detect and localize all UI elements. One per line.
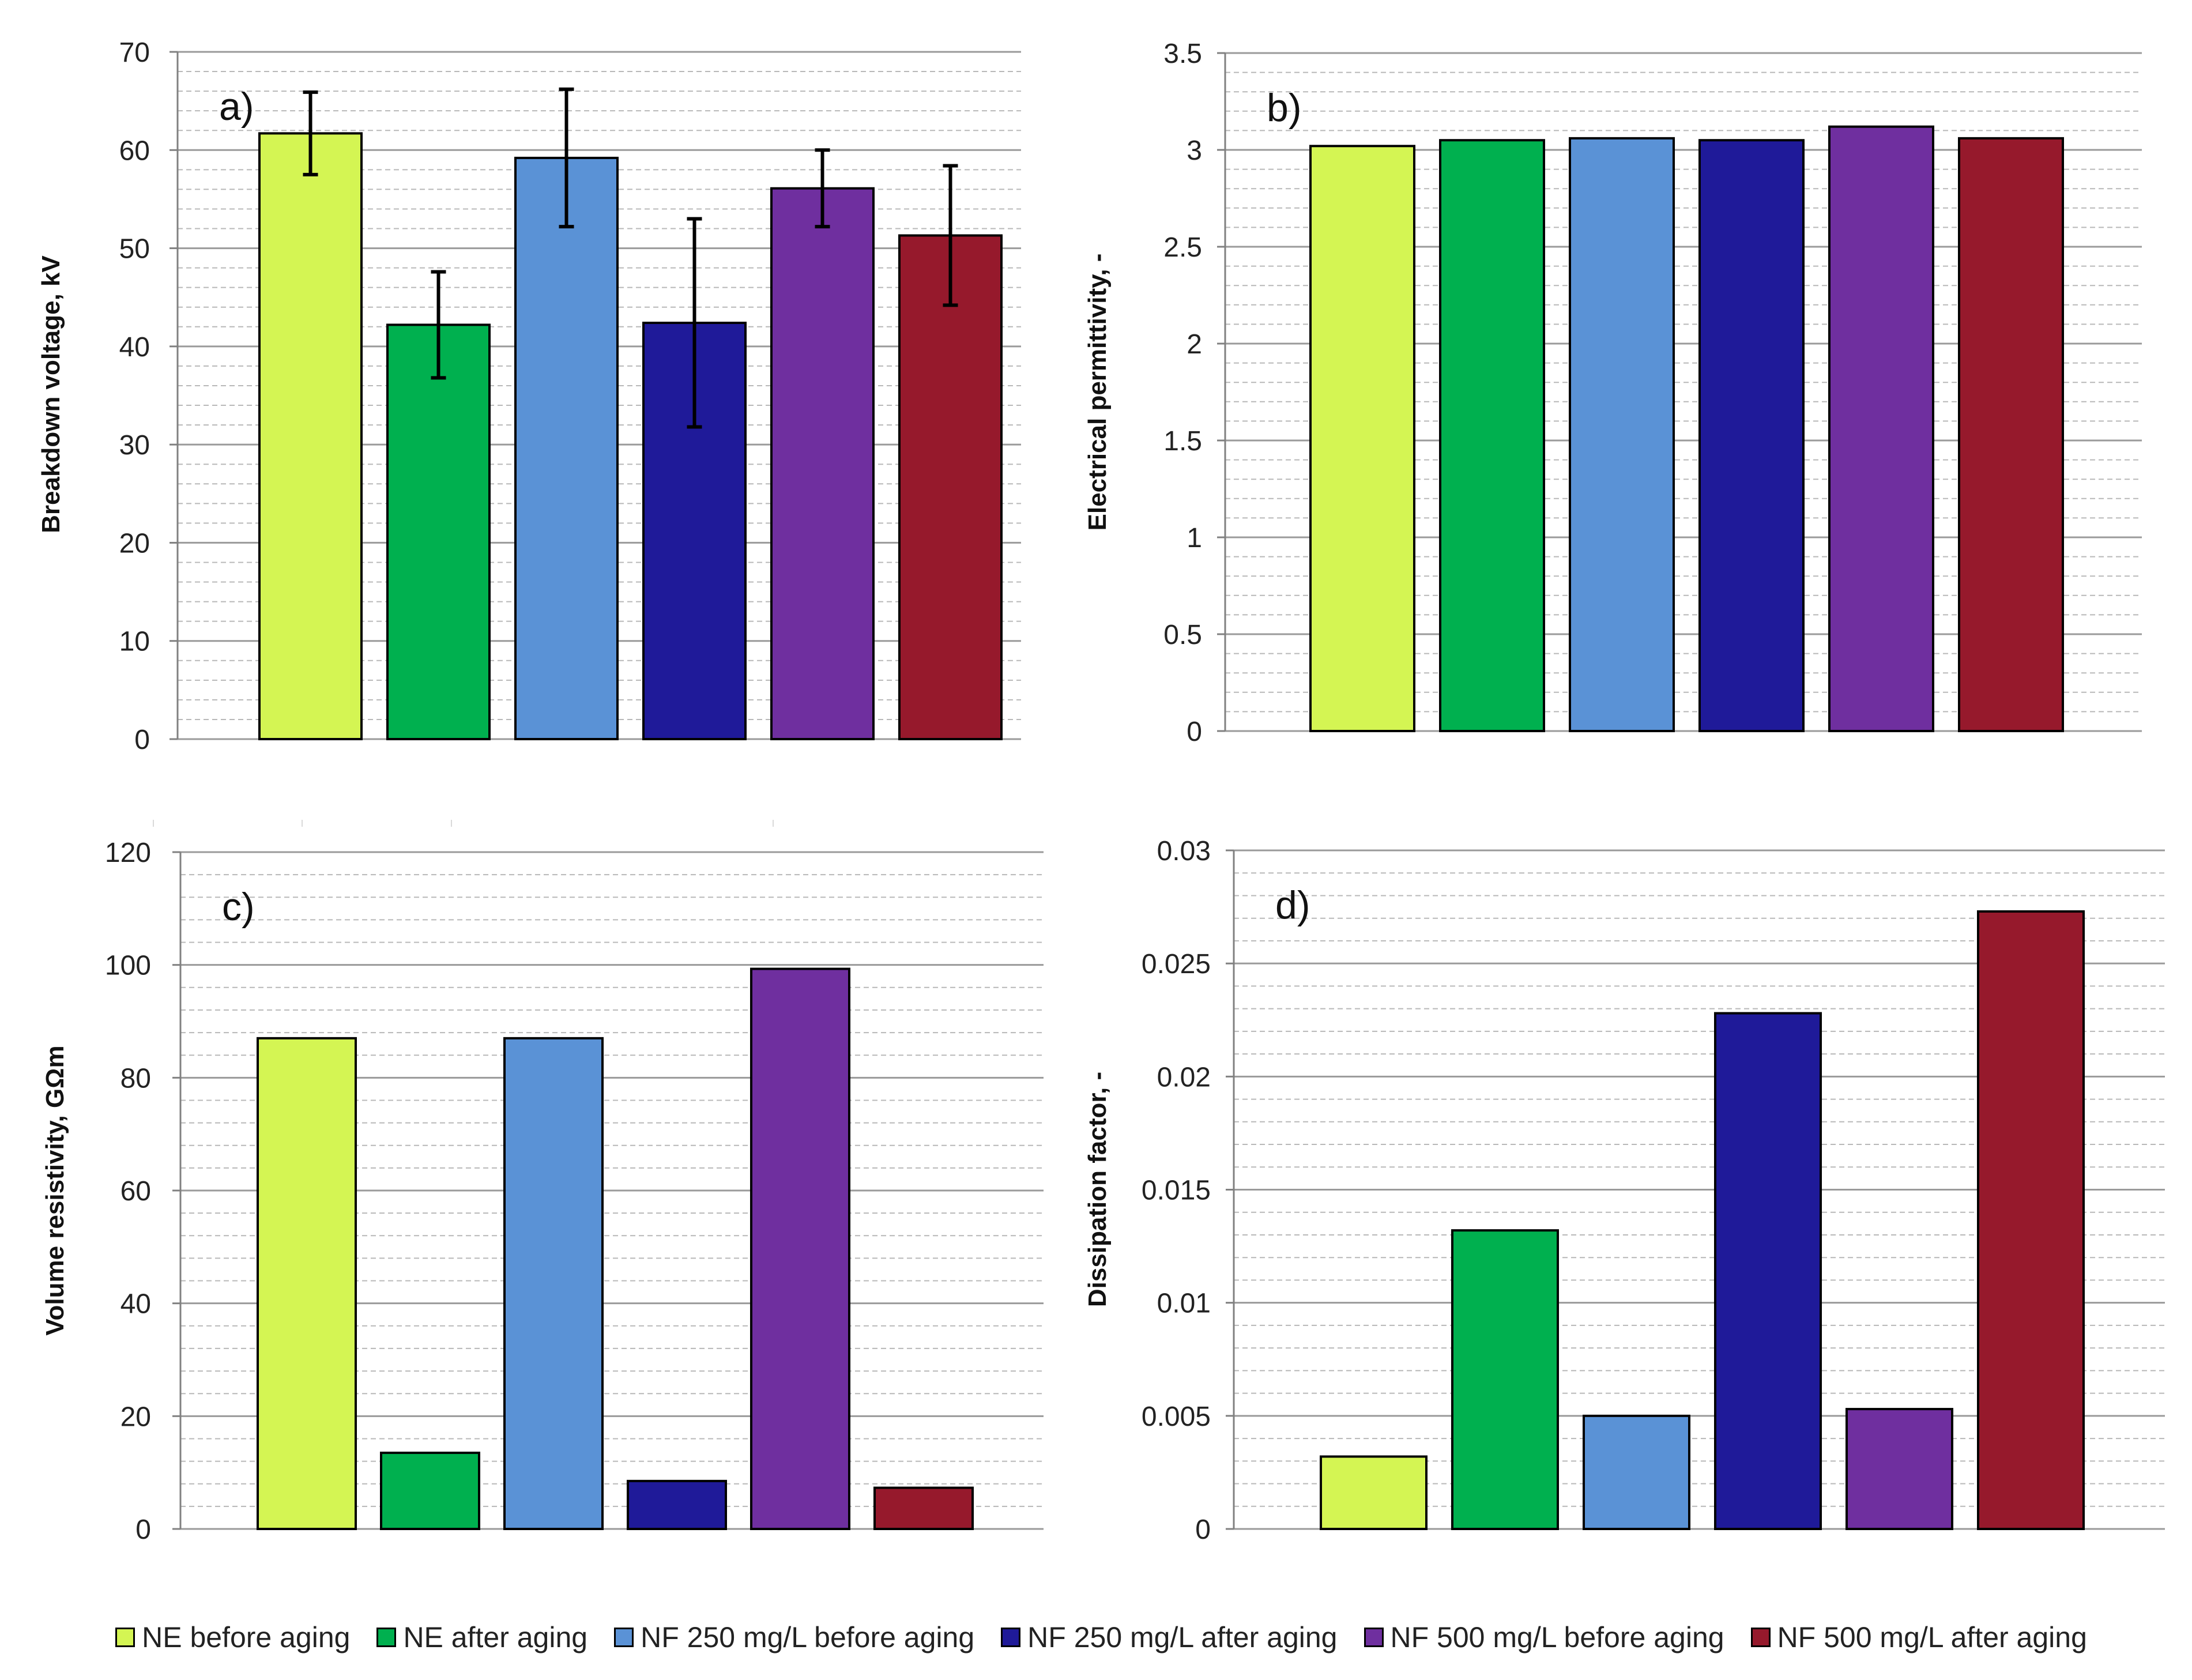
bar	[257, 1037, 357, 1530]
bar	[1439, 139, 1545, 733]
y-tick-label: 30	[119, 430, 150, 461]
y-tick-label: 40	[120, 1289, 151, 1320]
y-tick-label: 40	[119, 332, 150, 363]
y-tick-label: 50	[119, 234, 150, 265]
y-tick-label: 60	[119, 135, 150, 166]
panel-b: 0 0.5 1 1.5 2 2.5 3 3.5 b) Electrical permittivit…	[1083, 39, 2142, 747]
y-tick-label: 70	[119, 37, 150, 68]
bar	[1698, 139, 1805, 733]
panel-label: b)	[1267, 86, 1301, 130]
bar	[1958, 137, 2064, 733]
y-tick-label: 0.015	[1142, 1176, 1211, 1206]
legend-label: NE after aging	[403, 1621, 588, 1653]
y-tick-label: 0.005	[1142, 1402, 1211, 1432]
legend-item: NE after aging	[376, 1621, 587, 1654]
bar	[514, 156, 619, 740]
y-tick-label: 0.01	[1157, 1289, 1211, 1319]
stray-mark	[451, 820, 452, 827]
legend-label: NF 250 mg/L after aging	[1027, 1621, 1338, 1653]
y-tick-label: 0	[134, 725, 150, 755]
stray-mark	[153, 820, 154, 827]
y-tick-label: 0.03	[1157, 836, 1211, 867]
y-tick-label: 100	[105, 951, 151, 981]
y-tick-label: 0	[135, 1515, 151, 1545]
bar	[386, 323, 491, 740]
bar	[627, 1479, 727, 1530]
panel-c: 0 20 40 60 80 100 120 c) Volume resistivity, GΩm	[41, 838, 1044, 1545]
legend-item: NE before aging	[115, 1621, 350, 1654]
bar	[898, 234, 1003, 741]
bar	[1714, 1012, 1822, 1530]
y-tick-label: 2	[1187, 329, 1202, 360]
legend-item: NF 500 mg/L before aging	[1364, 1621, 1724, 1654]
bar	[770, 187, 875, 740]
y-tick-label: 1.5	[1163, 426, 1202, 457]
legend-swatch	[1750, 1628, 1771, 1647]
panel-label: d)	[1275, 883, 1310, 927]
legend-item: NF 250 mg/L after aging	[1001, 1621, 1338, 1654]
legend-swatch	[115, 1628, 135, 1647]
legend-label: NE before aging	[142, 1621, 351, 1653]
y-axis-label: Electrical permittivity, -	[1083, 254, 1112, 531]
legend-label: NF 500 mg/L after aging	[1777, 1621, 2087, 1653]
y-tick-label: 20	[120, 1402, 151, 1432]
panel-label: a)	[219, 85, 254, 129]
bar	[1828, 125, 1934, 732]
bar	[1320, 1455, 1428, 1531]
bar	[750, 967, 850, 1530]
y-tick-label: 60	[120, 1176, 151, 1207]
bar	[1846, 1408, 1953, 1530]
y-tick-label: 0.5	[1163, 620, 1202, 650]
y-tick-label: 0	[1195, 1515, 1211, 1545]
legend: NE before aging NE after aging NF 250 mg/L…	[35, 1611, 2168, 1663]
bar	[873, 1486, 974, 1531]
bar	[1977, 910, 2085, 1530]
stray-mark	[773, 820, 774, 827]
y-tick-label: 10	[119, 627, 150, 657]
y-tick-label: 0.02	[1157, 1062, 1211, 1093]
legend-item: NF 250 mg/L before aging	[614, 1621, 974, 1654]
panel-label: c)	[222, 885, 255, 929]
legend-item: NF 500 mg/L after aging	[1750, 1621, 2087, 1654]
panel-a: 0 10 20 30 40 50 60 70 a) Breakdown voltage, kV	[37, 37, 1021, 755]
bar	[258, 132, 363, 740]
bar	[1569, 137, 1675, 733]
y-tick-label: 0	[1187, 717, 1202, 747]
legend-swatch	[1364, 1628, 1384, 1647]
legend-swatch	[614, 1628, 634, 1647]
y-tick-label: 0.025	[1142, 949, 1211, 980]
legend-swatch	[1001, 1628, 1021, 1647]
y-tick-label: 3.5	[1163, 39, 1202, 69]
bar	[1451, 1229, 1559, 1531]
y-tick-label: 20	[119, 528, 150, 559]
bar	[1583, 1414, 1690, 1530]
y-axis-label: Breakdown voltage, kV	[37, 255, 65, 533]
y-tick-label: 120	[105, 838, 151, 868]
bar	[1309, 145, 1415, 732]
y-tick-label: 2.5	[1163, 232, 1202, 263]
y-tick-label: 80	[120, 1063, 151, 1094]
bar	[380, 1451, 480, 1531]
legend-label: NF 500 mg/L before aging	[1390, 1621, 1724, 1653]
y-axis-label: Volume resistivity, GΩm	[41, 1045, 69, 1335]
legend-label: NF 250 mg/L before aging	[641, 1621, 975, 1653]
panel-d: 0 0.005 0.01 0.015 0.02 0.025 0.03 d) Dissipatio…	[1083, 836, 2165, 1545]
y-axis-label: Dissipation factor, -	[1083, 1072, 1112, 1307]
stray-mark	[302, 820, 303, 827]
bar	[503, 1037, 604, 1530]
y-tick-label: 3	[1187, 135, 1202, 166]
y-tick-label: 1	[1187, 523, 1202, 553]
legend-swatch	[376, 1628, 397, 1647]
